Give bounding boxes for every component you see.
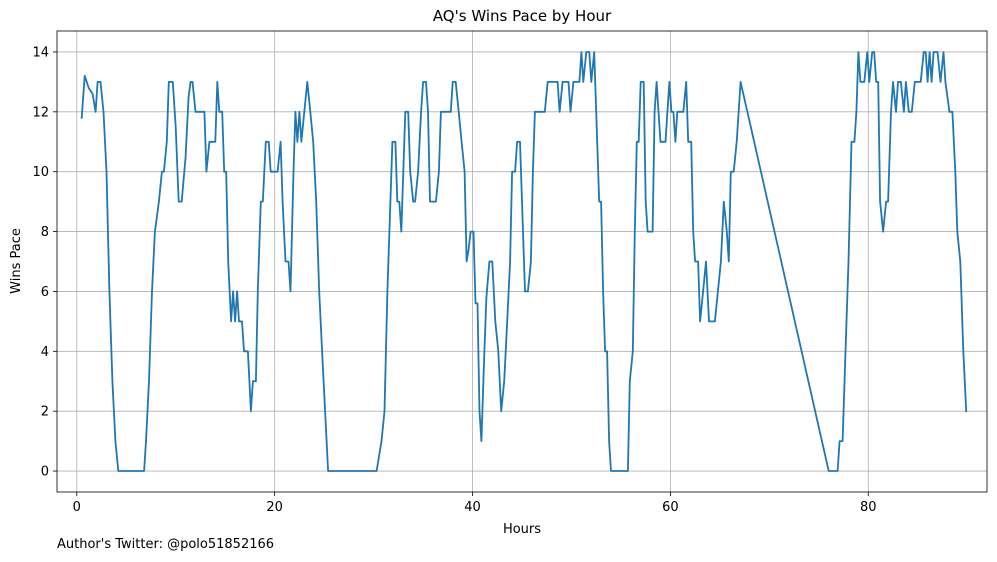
x-tick-label: 20 [266, 500, 283, 515]
series-line-1 [80, 51, 968, 472]
chart-title: AQ's Wins Pace by Hour [433, 7, 612, 25]
x-tick-label: 80 [860, 500, 877, 515]
x-tick-label: 60 [662, 500, 679, 515]
y-tick-label: 8 [41, 225, 49, 240]
y-tick-label: 4 [41, 345, 49, 360]
grid-lines [57, 31, 987, 492]
y-axis-label: Wins Pace [9, 228, 24, 294]
y-axis-ticks: 0 2 4 6 8 10 12 14 [32, 45, 57, 480]
y-tick-label: 14 [32, 45, 49, 60]
x-axis-label: Hours [503, 522, 541, 537]
y-tick-label: 6 [41, 285, 49, 300]
series-layer [80, 51, 968, 472]
y-tick-label: 10 [32, 165, 49, 180]
plot-frame [56, 30, 988, 493]
x-tick-label: 0 [73, 500, 81, 515]
x-axis-ticks: 0 20 40 60 80 [73, 492, 877, 515]
y-tick-label: 12 [32, 105, 49, 120]
y-tick-label: 2 [41, 405, 49, 420]
y-tick-label: 0 [41, 465, 49, 480]
x-tick-label: 40 [464, 500, 481, 515]
author-credit: Author's Twitter: @polo51852166 [57, 537, 275, 552]
